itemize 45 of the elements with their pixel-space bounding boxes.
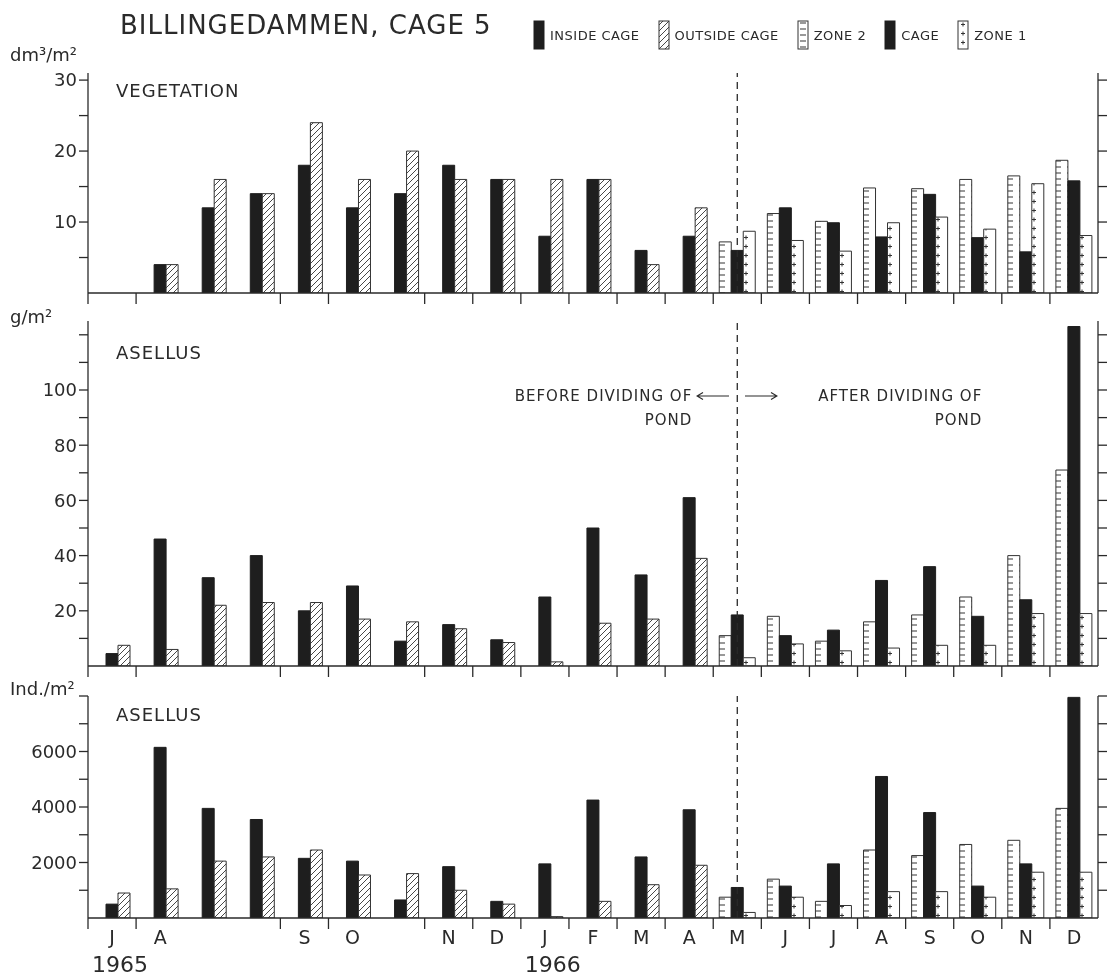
y-axis-title: Ind./m² <box>10 678 75 699</box>
text: 1965 <box>92 952 148 975</box>
x-tick-label: N <box>1018 926 1033 948</box>
y-tick-label: 2000 <box>31 851 77 873</box>
y-tick-label: 20 <box>54 140 77 162</box>
annotation: BEFORE DIVIDING OF POND <box>513 386 693 431</box>
x-tick-label: A <box>875 926 889 948</box>
x-tick-label: M <box>729 926 746 948</box>
y-axis-title: g/m² <box>10 306 53 327</box>
y-tick-label: 30 <box>54 69 77 91</box>
chart-title: BILLINGEDAMMEN, CAGE 5 <box>120 10 492 40</box>
x-tick-label: J <box>829 926 837 948</box>
y-tick-label: 80 <box>54 434 77 456</box>
y-tick-label: 20 <box>54 600 77 622</box>
x-tick-label: J <box>108 926 115 948</box>
legend-label: INSIDE CAGE <box>550 27 640 43</box>
x-tick-label: J <box>781 926 789 948</box>
y-tick-label: 100 <box>42 379 77 401</box>
x-tick-label: D <box>489 926 505 948</box>
legend-label: ZONE 2 <box>813 27 867 43</box>
annotation: AFTER DIVIDING OF POND <box>817 386 983 431</box>
x-tick-label: O <box>345 926 361 948</box>
x-tick-label: F <box>587 926 599 948</box>
y-tick-label: 6000 <box>31 740 77 762</box>
y-tick-label: 60 <box>54 489 77 511</box>
legend-label: ZONE 1 <box>974 27 1027 43</box>
x-tick-label: S <box>923 926 936 948</box>
x-tick-label: N <box>441 926 456 948</box>
x-tick-label: A <box>682 926 696 948</box>
x-tick-label: M <box>632 926 650 948</box>
x-tick-label: D <box>1066 926 1082 948</box>
y-tick-label: 4000 <box>31 796 77 818</box>
x-tick-label: J <box>541 926 548 948</box>
text: 1966 <box>524 952 581 975</box>
y-tick-label: 10 <box>54 211 77 233</box>
legend-label: CAGE <box>901 27 940 43</box>
chart-subtitle: VEGETATION <box>116 80 240 101</box>
legend-label: OUTSIDE CAGE <box>674 27 779 43</box>
text: ASELLUS <box>116 342 202 363</box>
y-tick-label: 40 <box>54 544 77 566</box>
text: ASELLUS <box>116 704 202 725</box>
x-tick-label: A <box>153 926 167 948</box>
y-axis-title: dm³/m² <box>10 44 77 65</box>
x-tick-label: S <box>298 926 311 948</box>
x-tick-label: O <box>970 926 986 948</box>
